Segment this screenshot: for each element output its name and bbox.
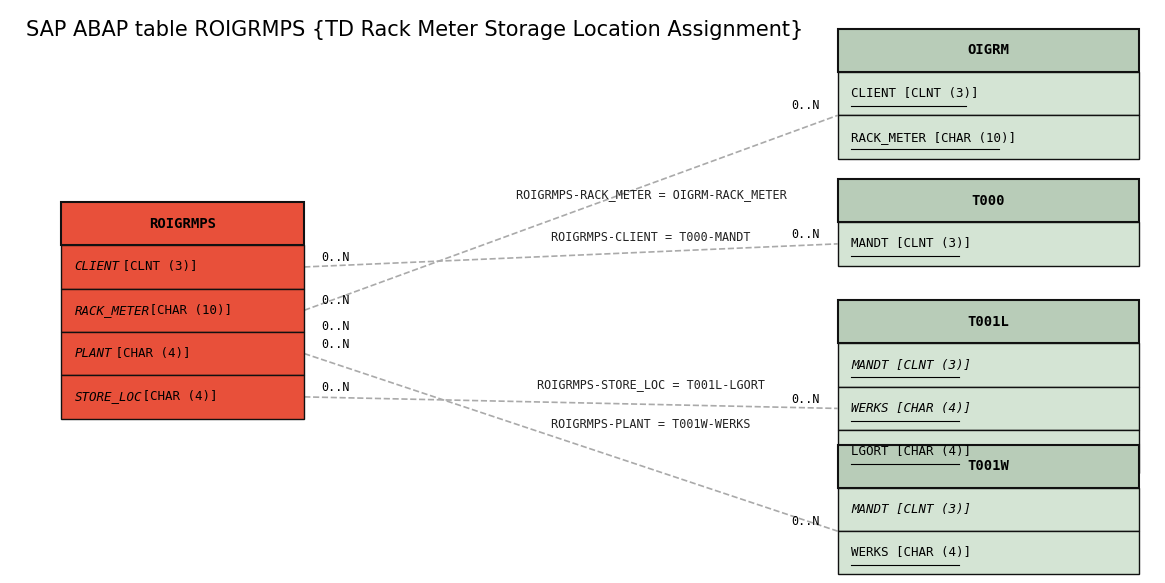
Text: ROIGRMPS-CLIENT = T000-MANDT: ROIGRMPS-CLIENT = T000-MANDT: [551, 231, 750, 244]
Text: [CHAR (4)]: [CHAR (4)]: [108, 347, 191, 360]
FancyBboxPatch shape: [838, 531, 1139, 574]
Text: 0..N: 0..N: [792, 100, 820, 113]
Text: [CHAR (10)]: [CHAR (10)]: [142, 304, 232, 317]
Text: OIGRM: OIGRM: [967, 43, 1009, 57]
FancyBboxPatch shape: [838, 222, 1139, 265]
Text: 0..N: 0..N: [322, 251, 351, 264]
Text: T001W: T001W: [967, 459, 1009, 473]
FancyBboxPatch shape: [838, 179, 1139, 222]
FancyBboxPatch shape: [61, 332, 304, 375]
FancyBboxPatch shape: [838, 444, 1139, 488]
Text: 0..N: 0..N: [792, 515, 820, 528]
Text: ROIGRMPS-PLANT = T001W-WERKS: ROIGRMPS-PLANT = T001W-WERKS: [551, 418, 750, 431]
Text: WERKS [CHAR (4)]: WERKS [CHAR (4)]: [852, 546, 972, 559]
FancyBboxPatch shape: [838, 29, 1139, 72]
FancyBboxPatch shape: [838, 387, 1139, 430]
Text: 0..N: 0..N: [792, 392, 820, 406]
FancyBboxPatch shape: [61, 375, 304, 419]
Text: [CHAR (4)]: [CHAR (4)]: [135, 391, 218, 403]
Text: PLANT: PLANT: [75, 347, 112, 360]
Text: MANDT [CLNT (3)]: MANDT [CLNT (3)]: [852, 359, 972, 371]
FancyBboxPatch shape: [838, 115, 1139, 159]
Text: STORE_LOC: STORE_LOC: [75, 391, 142, 403]
Text: 0..N: 0..N: [322, 338, 351, 351]
Text: CLIENT [CLNT (3)]: CLIENT [CLNT (3)]: [852, 87, 979, 100]
Text: 0..N: 0..N: [322, 321, 351, 333]
Text: ROIGRMPS-STORE_LOC = T001L-LGORT: ROIGRMPS-STORE_LOC = T001L-LGORT: [537, 378, 765, 391]
Text: T000: T000: [972, 194, 1005, 208]
FancyBboxPatch shape: [838, 300, 1139, 343]
Text: SAP ABAP table ROIGRMPS {TD Rack Meter Storage Location Assignment}: SAP ABAP table ROIGRMPS {TD Rack Meter S…: [26, 20, 803, 40]
Text: ROIGRMPS-RACK_METER = OIGRM-RACK_METER: ROIGRMPS-RACK_METER = OIGRM-RACK_METER: [516, 188, 786, 201]
Text: RACK_METER [CHAR (10)]: RACK_METER [CHAR (10)]: [852, 131, 1017, 143]
Text: 0..N: 0..N: [322, 381, 351, 394]
Text: LGORT [CHAR (4)]: LGORT [CHAR (4)]: [852, 445, 972, 458]
Text: 0..N: 0..N: [792, 228, 820, 241]
Text: RACK_METER: RACK_METER: [75, 304, 149, 317]
Text: [CLNT (3)]: [CLNT (3)]: [115, 261, 198, 273]
Text: ROIGRMPS: ROIGRMPS: [149, 217, 216, 231]
Text: 0..N: 0..N: [322, 294, 351, 307]
Text: WERKS [CHAR (4)]: WERKS [CHAR (4)]: [852, 402, 972, 415]
FancyBboxPatch shape: [838, 343, 1139, 387]
Text: T001L: T001L: [967, 315, 1009, 329]
Text: MANDT [CLNT (3)]: MANDT [CLNT (3)]: [852, 503, 972, 516]
Text: MANDT [CLNT (3)]: MANDT [CLNT (3)]: [852, 237, 972, 250]
FancyBboxPatch shape: [61, 202, 304, 245]
FancyBboxPatch shape: [838, 488, 1139, 531]
Text: CLIENT: CLIENT: [75, 261, 120, 273]
FancyBboxPatch shape: [838, 72, 1139, 115]
FancyBboxPatch shape: [838, 430, 1139, 473]
FancyBboxPatch shape: [61, 245, 304, 289]
FancyBboxPatch shape: [61, 289, 304, 332]
